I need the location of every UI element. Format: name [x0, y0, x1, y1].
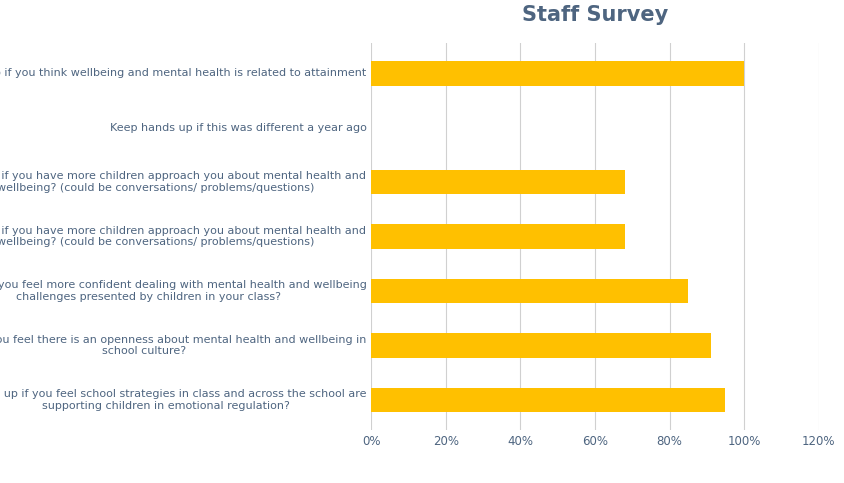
- Bar: [371, 61, 744, 85]
- Bar: [371, 225, 625, 249]
- Bar: [371, 333, 711, 358]
- Bar: [371, 170, 625, 195]
- Bar: [371, 279, 688, 303]
- Bar: [371, 388, 726, 412]
- Title: Staff Survey: Staff Survey: [522, 5, 668, 25]
